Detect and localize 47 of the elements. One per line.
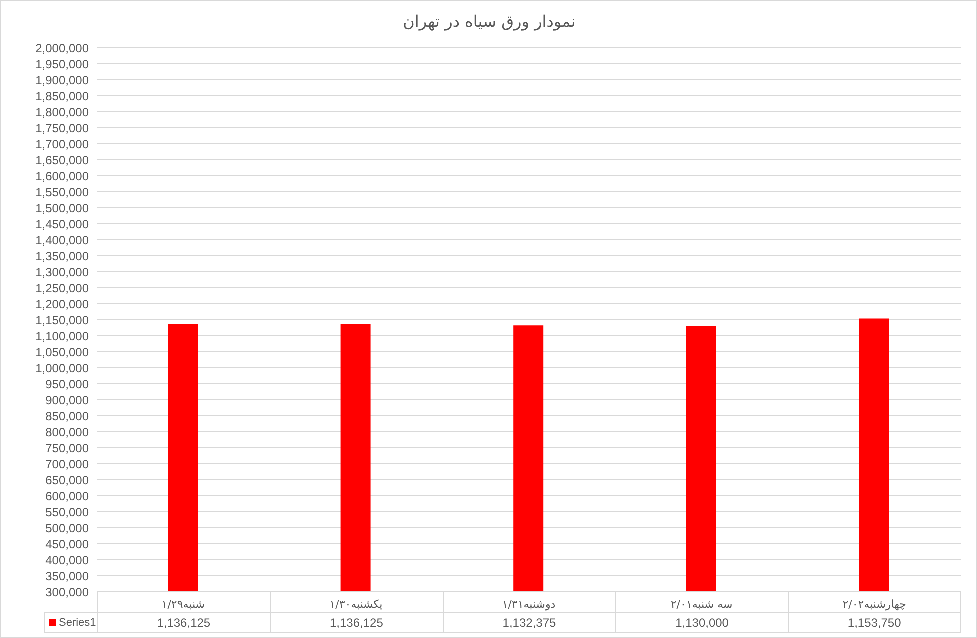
y-tick-label: 1,550,000: [36, 185, 90, 200]
x-tick-label: یکشنبه۱/۳۰: [330, 598, 383, 611]
y-tick-label: 650,000: [46, 473, 90, 488]
y-tick-label: 1,650,000: [36, 153, 90, 168]
y-tick-label: 1,050,000: [36, 345, 90, 360]
y-tick-label: 800,000: [46, 425, 90, 440]
y-tick-label: 700,000: [46, 457, 90, 472]
y-tick-label: 1,200,000: [36, 297, 90, 312]
y-tick-label: 2,000,000: [36, 41, 90, 56]
x-tick-label: چهارشنبه۲/۰۲: [842, 598, 906, 611]
y-tick-label: 750,000: [46, 441, 90, 456]
y-tick-label: 850,000: [46, 409, 90, 424]
legend-label: Series1: [59, 616, 96, 628]
y-tick-label: 400,000: [46, 553, 90, 568]
y-tick-label: 1,300,000: [36, 265, 90, 280]
y-tick-label: 1,150,000: [36, 313, 90, 328]
y-tick-label: 1,950,000: [36, 57, 90, 72]
y-tick-label: 1,000,000: [36, 361, 90, 376]
data-label: 1,132,375: [442, 613, 616, 632]
y-tick-label: 1,700,000: [36, 137, 90, 152]
y-tick-label: 550,000: [46, 505, 90, 520]
x-tick-label: شنبه۱/۲۹: [162, 598, 205, 611]
y-tick-label: 1,500,000: [36, 201, 90, 216]
y-tick-label: 1,900,000: [36, 73, 90, 88]
y-tick-label: 450,000: [46, 537, 90, 552]
data-label: 1,153,750: [788, 613, 961, 632]
y-tick-label: 1,400,000: [36, 233, 90, 248]
y-tick-label: 500,000: [46, 521, 90, 536]
y-tick-label: 950,000: [46, 377, 90, 392]
y-tick-label: 1,850,000: [36, 89, 90, 104]
data-label: 1,136,125: [270, 613, 443, 632]
y-tick-label: 1,250,000: [36, 281, 90, 296]
y-tick-label: 1,100,000: [36, 329, 90, 344]
y-tick-label: 1,750,000: [36, 121, 90, 136]
x-tick-label: سه شنبه۲/۰۱: [670, 598, 733, 611]
y-tick-label: 300,000: [46, 585, 90, 600]
data-label: 1,136,125: [97, 613, 270, 632]
data-label: 1,130,000: [615, 613, 788, 632]
y-tick-label: 600,000: [46, 489, 90, 504]
y-tick-label: 1,600,000: [36, 169, 90, 184]
x-tick-label: دوشنبه۱/۳۱: [502, 598, 556, 611]
y-tick-label: 1,350,000: [36, 249, 90, 264]
y-tick-label: 350,000: [46, 569, 90, 584]
y-tick-label: 900,000: [46, 393, 90, 408]
y-tick-label: 1,800,000: [36, 105, 90, 120]
chart-title: نمودار ورق سیاه در تهران: [402, 12, 577, 31]
y-tick-label: 1,450,000: [36, 217, 90, 232]
